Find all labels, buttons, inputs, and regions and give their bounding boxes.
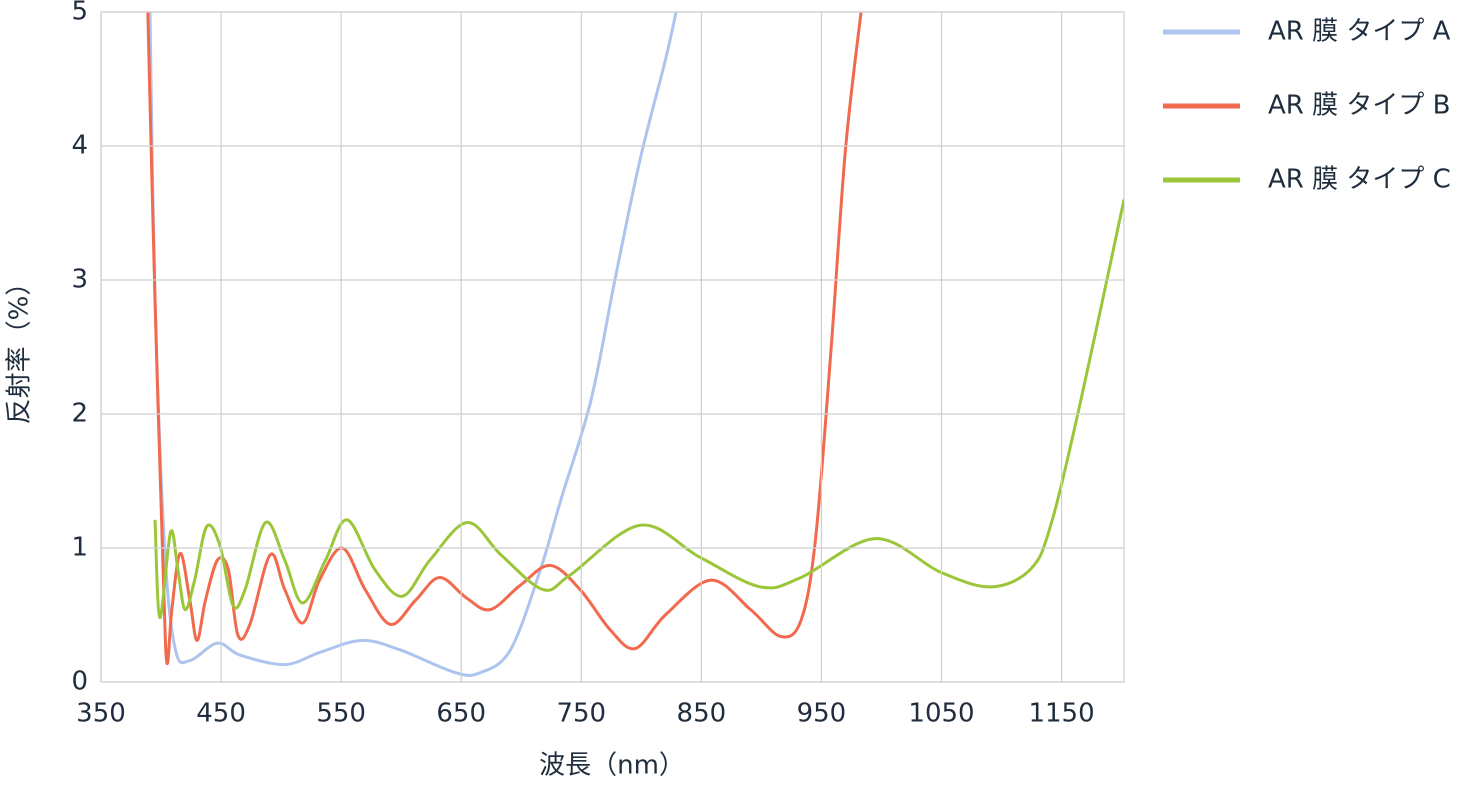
x-axis-title: 波長（nm） bbox=[539, 751, 685, 781]
y-tick-label: 1 bbox=[71, 533, 88, 563]
y-tick-label: 2 bbox=[71, 399, 88, 429]
x-tick-label: 1150 bbox=[1028, 699, 1094, 729]
y-tick-label: 0 bbox=[71, 667, 88, 697]
legend-label: AR 膜 タイプ C bbox=[1268, 165, 1451, 195]
x-tick-label: 950 bbox=[797, 699, 847, 729]
y-tick-label: 5 bbox=[71, 0, 88, 27]
x-tick-label: 850 bbox=[677, 699, 727, 729]
y-tick-label: 4 bbox=[71, 131, 88, 161]
x-tick-label: 550 bbox=[316, 699, 366, 729]
y-axis-title: 反射率（%） bbox=[5, 270, 35, 425]
data-line bbox=[153, 199, 1124, 620]
plot-frame bbox=[100, 11, 1125, 683]
legend-label: AR 膜 タイプ A bbox=[1268, 17, 1451, 47]
legend-label: AR 膜 タイプ B bbox=[1268, 91, 1450, 121]
x-tick-label: 350 bbox=[76, 699, 126, 729]
plot-lines bbox=[146, 12, 1124, 677]
data-line bbox=[146, 12, 863, 665]
y-tick-label: 3 bbox=[71, 265, 88, 295]
x-tick-label: 1050 bbox=[908, 699, 974, 729]
x-tick-label: 650 bbox=[436, 699, 486, 729]
x-tick-label: 450 bbox=[196, 699, 246, 729]
x-tick-label: 750 bbox=[556, 699, 606, 729]
